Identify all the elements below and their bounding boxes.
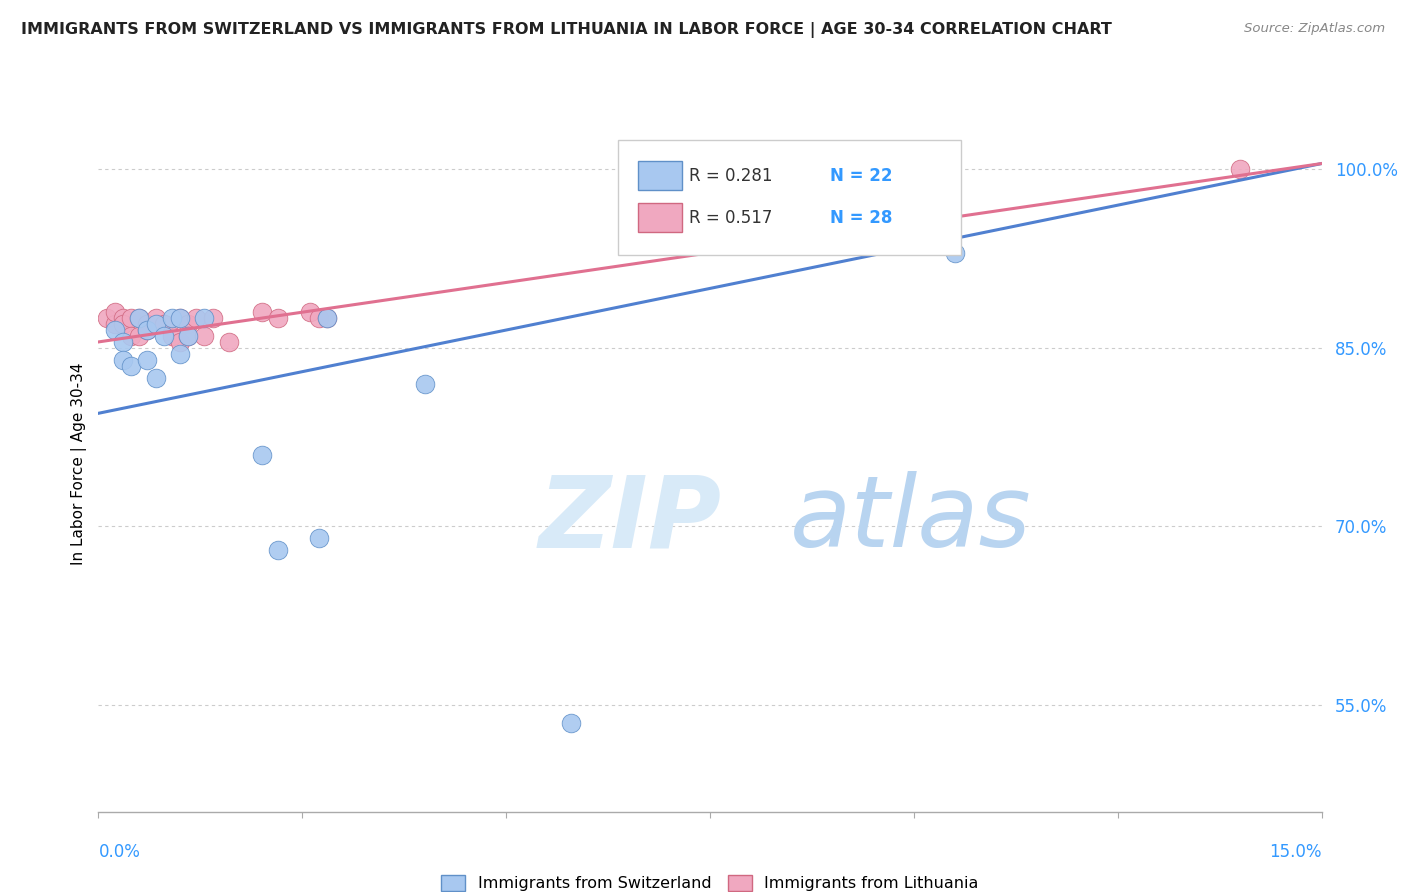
Text: 0.0%: 0.0% [98,843,141,861]
Text: R = 0.281: R = 0.281 [689,167,773,185]
Text: atlas: atlas [790,471,1031,568]
Text: Source: ZipAtlas.com: Source: ZipAtlas.com [1244,22,1385,36]
Point [267,311,290,326]
Point [315,311,337,326]
Point [136,352,159,367]
Point [136,317,159,331]
Point [299,305,322,319]
Point [128,311,150,326]
FancyBboxPatch shape [619,140,960,255]
Point [128,311,150,326]
Point [145,311,167,326]
Point [1229,162,1251,177]
Point [136,323,159,337]
Point [308,311,330,326]
Point [169,311,191,326]
Point [315,311,337,326]
Text: R = 0.517: R = 0.517 [689,209,773,227]
Text: ZIP: ZIP [538,471,721,568]
Point [250,448,273,462]
Point [152,329,174,343]
Point [111,334,134,349]
Point [250,305,273,319]
Point [193,329,215,343]
Point [413,376,436,391]
FancyBboxPatch shape [638,203,682,232]
Point [120,359,142,373]
Point [96,311,118,326]
Point [560,715,582,730]
Point [111,352,134,367]
Point [186,311,208,326]
Point [177,329,200,343]
Point [177,317,200,331]
Text: N = 22: N = 22 [830,167,893,185]
Point [169,311,191,326]
Point [111,311,134,326]
Text: 15.0%: 15.0% [1270,843,1322,861]
Point [104,305,127,319]
Point [104,323,127,337]
Point [218,334,240,349]
Text: IMMIGRANTS FROM SWITZERLAND VS IMMIGRANTS FROM LITHUANIA IN LABOR FORCE | AGE 30: IMMIGRANTS FROM SWITZERLAND VS IMMIGRANT… [21,22,1112,38]
Point [160,311,183,326]
Point [145,317,167,331]
Point [111,317,134,331]
Point [152,317,174,331]
Point [169,347,191,361]
Point [145,370,167,384]
Point [201,311,224,326]
Point [267,543,290,558]
Y-axis label: In Labor Force | Age 30-34: In Labor Force | Age 30-34 [72,362,87,566]
FancyBboxPatch shape [638,161,682,190]
Point [120,329,142,343]
Point [308,531,330,545]
Text: N = 28: N = 28 [830,209,893,227]
Point [136,323,159,337]
Point [160,329,183,343]
Legend: Immigrants from Switzerland, Immigrants from Lithuania: Immigrants from Switzerland, Immigrants … [434,869,986,892]
Point [120,311,142,326]
Point [193,311,215,326]
Point [104,317,127,331]
Point [128,329,150,343]
Point [943,245,966,260]
Point [169,334,191,349]
Point [177,329,200,343]
